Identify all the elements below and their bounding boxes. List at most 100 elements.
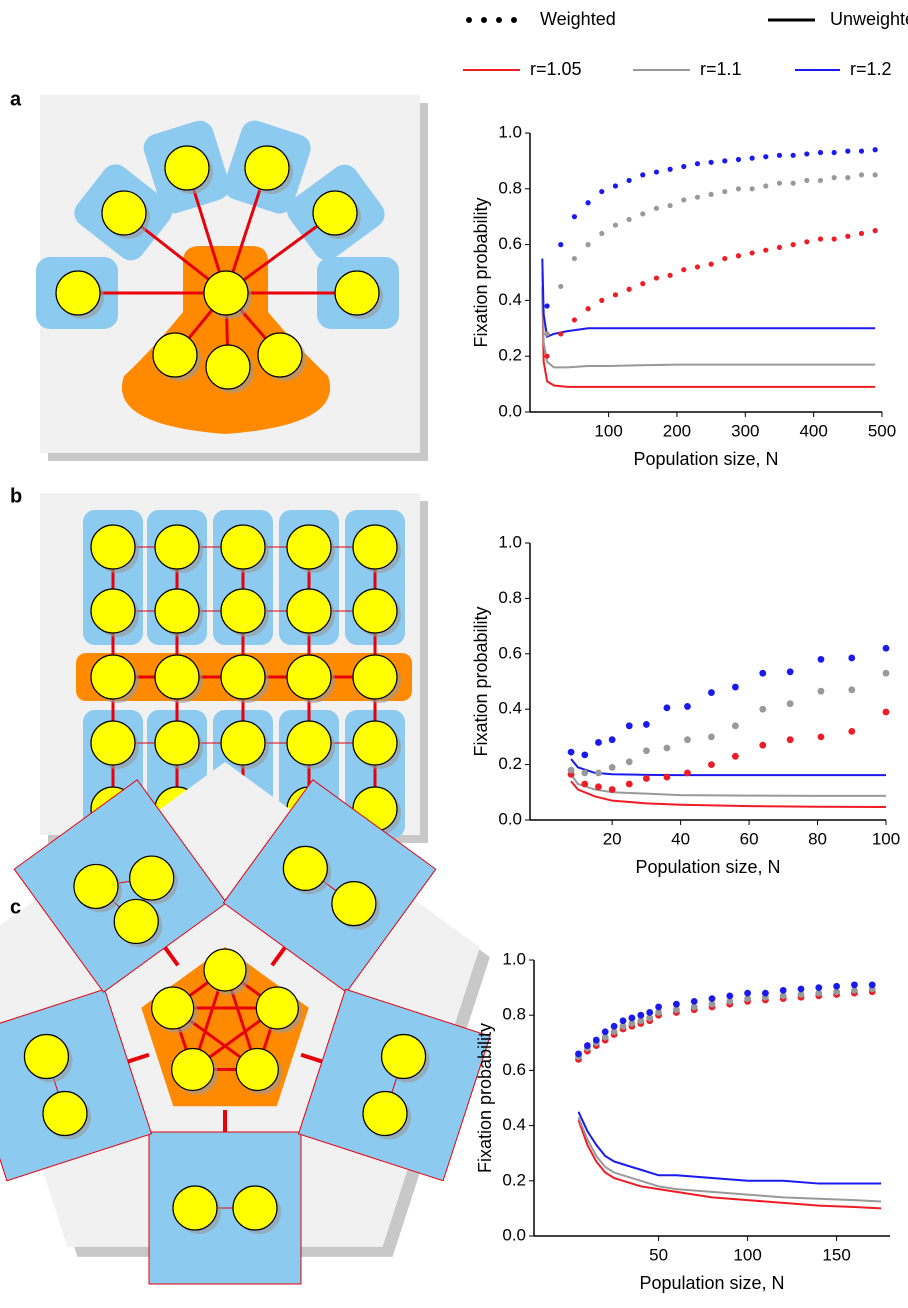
weighted-dot	[736, 186, 741, 191]
y-tick-label: 0.4	[498, 290, 522, 309]
x-tick-label: 150	[822, 1245, 850, 1264]
weighted-dot	[643, 747, 650, 754]
x-tick-label: 100	[733, 1245, 761, 1264]
weighted-dot	[708, 761, 715, 768]
weighted-dot	[575, 1050, 582, 1057]
y-tick-label: 0.0	[498, 401, 522, 420]
x-tick-label: 40	[671, 829, 690, 848]
node	[236, 1048, 278, 1090]
y-tick-label: 0.6	[498, 234, 522, 253]
y-tick-label: 0.4	[498, 699, 522, 718]
legend-label: r=1.1	[700, 59, 742, 79]
y-tick-label: 0.0	[498, 809, 522, 828]
node	[245, 146, 289, 190]
weighted-dot	[818, 688, 825, 695]
y-tick-label: 0.2	[502, 1170, 526, 1189]
weighted-dot	[722, 189, 727, 194]
weighted-dot	[637, 1012, 644, 1019]
y-tick-label: 1.0	[498, 122, 522, 141]
weighted-dot	[613, 183, 618, 188]
x-axis-label: Population size, N	[635, 857, 780, 877]
weighted-dot	[572, 214, 577, 219]
weighted-dot	[646, 1009, 653, 1016]
weighted-dot	[668, 167, 673, 172]
y-tick-label: 0.6	[498, 643, 522, 662]
weighted-dot	[668, 273, 673, 278]
weighted-dot	[585, 200, 590, 205]
weighted-dot	[759, 670, 766, 677]
weighted-dot	[595, 783, 602, 790]
weighted-dot	[732, 684, 739, 691]
node	[287, 589, 331, 633]
node	[353, 655, 397, 699]
x-tick-label: 300	[731, 421, 759, 440]
node	[155, 655, 199, 699]
legend-dot	[481, 17, 487, 23]
node	[313, 191, 357, 235]
weighted-dot	[845, 175, 850, 180]
weighted-dot	[629, 1015, 636, 1022]
unweighted-line	[571, 759, 886, 775]
node	[283, 846, 327, 890]
weighted-dot	[873, 228, 878, 233]
weighted-dot	[859, 231, 864, 236]
weighted-dot	[558, 331, 563, 336]
weighted-dot	[791, 181, 796, 186]
weighted-dot	[681, 164, 686, 169]
weighted-dot	[611, 1023, 618, 1030]
weighted-dot	[883, 709, 890, 716]
weighted-dot	[722, 158, 727, 163]
weighted-dot	[643, 721, 650, 728]
y-axis-label: Fixation probability	[471, 197, 491, 347]
weighted-dot	[780, 987, 787, 994]
weighted-dot	[736, 157, 741, 162]
panel-label: a	[10, 88, 22, 110]
y-tick-label: 0.2	[498, 346, 522, 365]
node	[233, 1186, 277, 1230]
weighted-dot	[664, 704, 671, 711]
weighted-dot	[613, 222, 618, 227]
weighted-dot	[544, 331, 549, 336]
node	[172, 1048, 214, 1090]
weighted-dot	[845, 149, 850, 154]
weighted-dot	[777, 181, 782, 186]
weighted-dot	[709, 995, 716, 1002]
node	[155, 525, 199, 569]
node	[204, 271, 248, 315]
weighted-dot	[744, 990, 751, 997]
weighted-dot	[626, 758, 633, 765]
weighted-dot	[602, 1028, 609, 1035]
weighted-dot	[585, 242, 590, 247]
weighted-dot	[558, 242, 563, 247]
weighted-dot	[593, 1037, 600, 1044]
y-tick-label: 0.8	[502, 1005, 526, 1024]
weighted-dot	[620, 1017, 627, 1024]
weighted-dot	[732, 722, 739, 729]
weighted-dot	[736, 253, 741, 258]
weighted-dot	[613, 292, 618, 297]
node	[155, 589, 199, 633]
weighted-dot	[798, 986, 805, 993]
node	[152, 987, 194, 1029]
x-tick-label: 50	[649, 1245, 668, 1264]
weighted-dot	[709, 262, 714, 267]
unweighted-line	[542, 259, 875, 337]
node	[114, 899, 158, 943]
node	[287, 721, 331, 765]
weighted-dot	[640, 281, 645, 286]
weighted-dot	[568, 767, 575, 774]
weighted-dot	[848, 686, 855, 693]
node	[258, 333, 302, 377]
weighted-dot	[762, 990, 769, 997]
weighted-dot	[848, 728, 855, 735]
weighted-dot	[859, 172, 864, 177]
node	[353, 721, 397, 765]
weighted-dot	[832, 236, 837, 241]
weighted-dot	[595, 739, 602, 746]
weighted-dot	[883, 670, 890, 677]
weighted-dot	[581, 781, 588, 788]
weighted-dot	[695, 161, 700, 166]
weighted-dot	[804, 151, 809, 156]
weighted-dot	[815, 984, 822, 991]
weighted-dot	[673, 1001, 680, 1008]
